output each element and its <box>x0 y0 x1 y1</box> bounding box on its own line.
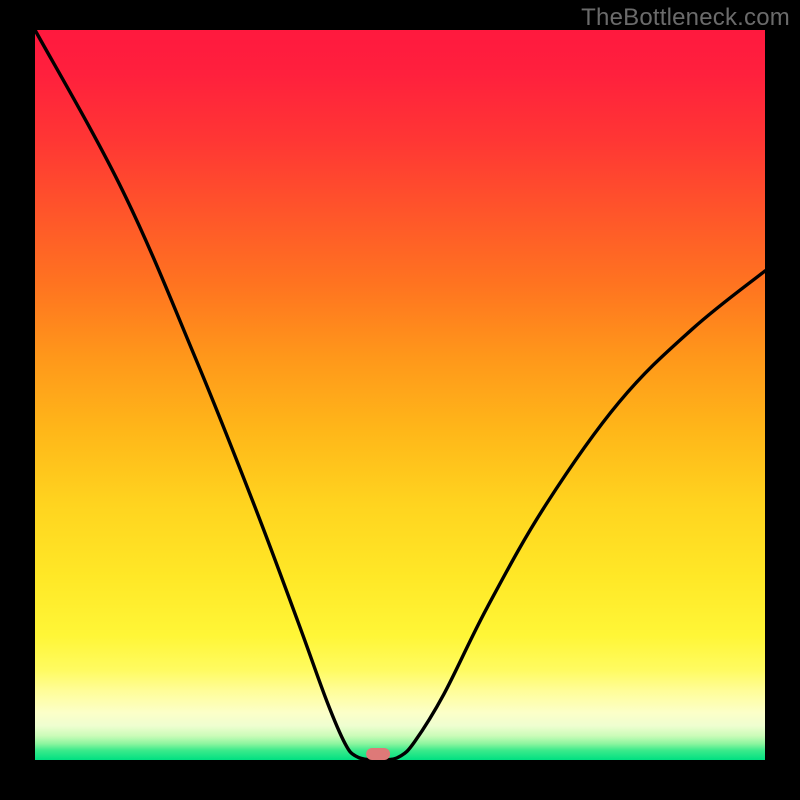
bottleneck-chart <box>0 0 800 800</box>
optimum-marker <box>366 748 390 760</box>
plot-background <box>35 30 765 760</box>
chart-stage: TheBottleneck.com <box>0 0 800 800</box>
watermark-text: TheBottleneck.com <box>581 4 790 32</box>
